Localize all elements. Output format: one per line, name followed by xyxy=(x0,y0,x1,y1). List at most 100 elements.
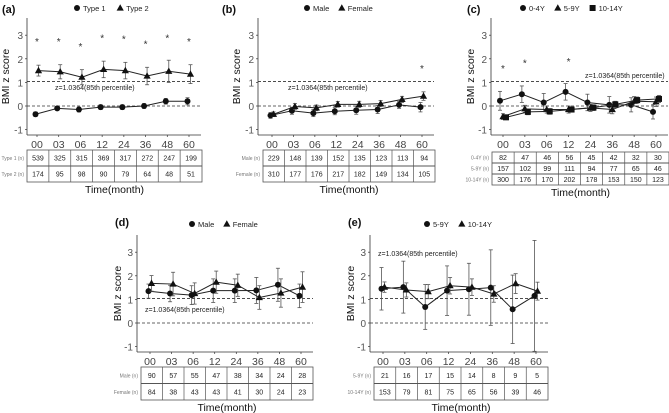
y-tick-label: 1 xyxy=(127,295,133,306)
table-cell: 123 xyxy=(375,156,387,163)
table-cell: 47 xyxy=(521,155,529,162)
table-cell: 94 xyxy=(588,166,596,173)
table-cell: 153 xyxy=(608,177,620,184)
data-point xyxy=(231,287,238,294)
legend-marker-icon xyxy=(338,4,346,11)
data-point xyxy=(377,99,385,107)
table-cell: 134 xyxy=(397,172,409,179)
x-tick-label: 00 xyxy=(266,139,278,151)
data-point xyxy=(400,284,407,291)
x-tick-label: 00 xyxy=(144,356,156,368)
table-cell: 325 xyxy=(54,156,66,163)
x-tick-label: 36 xyxy=(140,139,152,151)
data-point xyxy=(546,108,553,115)
table-cell: 38 xyxy=(234,373,242,380)
x-tick-label: 36 xyxy=(486,356,498,368)
table-row-label: Female (n) xyxy=(114,390,139,396)
table-cell: 199 xyxy=(185,156,197,163)
table-cell: 300 xyxy=(497,177,509,184)
table-cell: 139 xyxy=(311,156,323,163)
data-point xyxy=(334,100,342,107)
table-cell: 229 xyxy=(268,156,280,163)
table-cell: 9 xyxy=(513,373,517,380)
data-point xyxy=(634,97,641,104)
table-cell: 202 xyxy=(564,177,576,184)
y-axis-title: BMI z score xyxy=(465,49,477,105)
table-cell: 38 xyxy=(169,389,177,396)
y-tick-label: 2 xyxy=(360,272,366,283)
table-cell: 77 xyxy=(610,166,618,173)
series-line-Type 1 xyxy=(35,100,188,115)
x-tick-label: 03 xyxy=(166,356,178,368)
data-point xyxy=(119,104,126,111)
table-cell: 90 xyxy=(148,373,156,380)
table-cell: 539 xyxy=(32,156,44,163)
reference-line-label: z=1.0364(85th percentile) xyxy=(288,85,368,92)
x-tick-label: 36 xyxy=(606,139,618,151)
legend-label: 5-9Y xyxy=(433,220,449,229)
table-cell: 8 xyxy=(492,373,496,380)
reference-line-label: z=1.0364(85th percentile) xyxy=(145,307,225,314)
table-cell: 94 xyxy=(420,156,428,163)
table-cell: 153 xyxy=(379,389,391,396)
y-tick-label: 0 xyxy=(360,319,366,330)
table-cell: 30 xyxy=(654,155,662,162)
table-cell: 182 xyxy=(354,172,366,179)
series-line-10-14Y xyxy=(384,283,538,295)
significance-star: * xyxy=(523,58,527,69)
y-tick-label: 0 xyxy=(248,102,254,113)
data-point xyxy=(422,303,429,310)
legend-label: 0-4Y xyxy=(529,4,545,13)
table-cell: 79 xyxy=(122,172,130,179)
table-cell: 135 xyxy=(354,156,366,163)
data-point xyxy=(424,287,432,295)
data-point xyxy=(191,289,199,297)
y-tick-label: 1 xyxy=(360,295,366,306)
data-point xyxy=(97,104,104,111)
series-line-Female xyxy=(273,95,424,115)
data-point xyxy=(380,283,389,290)
table-cell: 170 xyxy=(541,177,553,184)
y-tick-label: 0 xyxy=(17,102,23,113)
table-cell: 51 xyxy=(187,172,195,179)
table-cell: 247 xyxy=(163,156,175,163)
table-row-label: 5-9Y (n) xyxy=(471,167,489,173)
data-point xyxy=(398,95,406,102)
data-point xyxy=(446,281,454,289)
data-point xyxy=(518,91,525,98)
table-cell: 30 xyxy=(255,389,263,396)
y-tick-label: -1 xyxy=(14,126,23,137)
x-axis-title: Time(month) xyxy=(85,184,144,196)
data-point xyxy=(312,104,320,111)
table-cell: 14 xyxy=(468,373,476,380)
panel-label: (d) xyxy=(115,217,129,229)
legend-marker-icon xyxy=(424,221,430,227)
y-axis-title: BMI z score xyxy=(231,49,243,105)
data-point xyxy=(512,279,520,287)
table-cell: 123 xyxy=(652,177,664,184)
y-tick-label: 3 xyxy=(17,31,23,42)
table-row-label: Type 2 (n) xyxy=(1,172,24,178)
table-cell: 102 xyxy=(519,166,531,173)
y-tick-label: -1 xyxy=(124,343,133,354)
y-tick-label: 2 xyxy=(481,55,487,66)
legend-marker-icon xyxy=(223,220,231,227)
series-line-10-14Y xyxy=(505,98,660,118)
legend-label: Type 2 xyxy=(126,4,149,13)
legend-label: Male xyxy=(198,220,214,229)
y-tick-label: 2 xyxy=(127,272,133,283)
table-row-label: Male (n) xyxy=(120,373,139,379)
data-point xyxy=(374,106,381,113)
x-tick-label: 03 xyxy=(288,139,300,151)
data-point xyxy=(468,283,476,290)
y-axis-title: BMI z score xyxy=(345,266,357,322)
y-tick-label: -1 xyxy=(245,126,254,137)
series-line-Male xyxy=(148,284,300,297)
y-tick-label: -1 xyxy=(357,343,366,354)
table-cell: 34 xyxy=(255,373,263,380)
series-line-0-4Y xyxy=(499,91,654,113)
data-point xyxy=(34,66,43,74)
table-cell: 81 xyxy=(424,389,432,396)
legend-marker-icon xyxy=(458,220,466,227)
data-point xyxy=(54,105,61,112)
